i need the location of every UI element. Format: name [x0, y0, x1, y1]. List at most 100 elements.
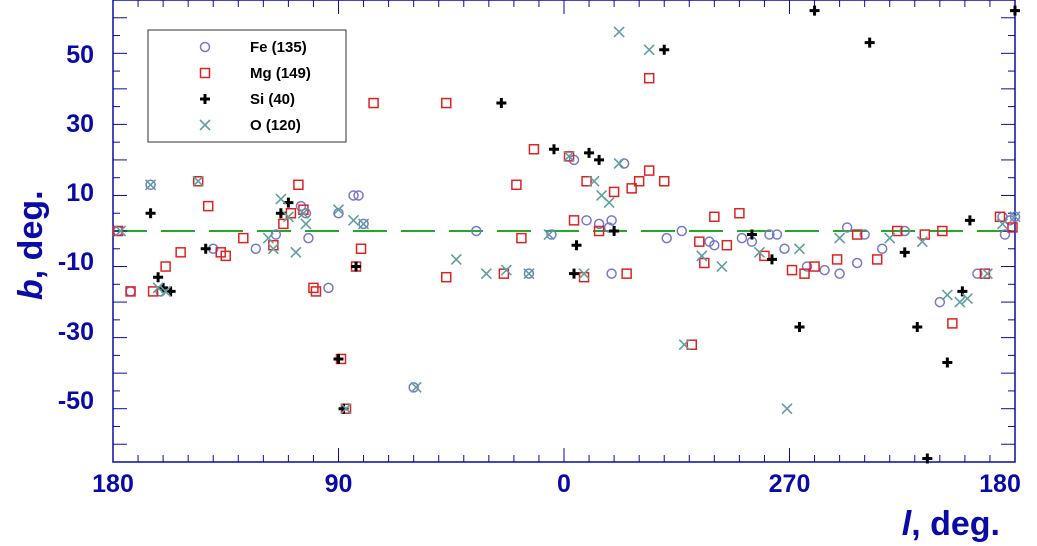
fe-point	[1009, 211, 1021, 223]
fe-point	[300, 207, 312, 219]
o-point	[613, 26, 625, 38]
mg-point	[699, 257, 710, 269]
y-tick-label: -50	[58, 387, 94, 415]
o-point	[563, 150, 575, 162]
y-tick-label: 50	[66, 41, 94, 69]
x-tick-label: 90	[325, 470, 353, 498]
o-point	[152, 282, 164, 294]
x-tick-label: 180	[92, 470, 134, 498]
mg-point	[568, 215, 580, 226]
fe-point	[972, 268, 983, 279]
o-point	[834, 232, 846, 244]
fe-point	[408, 382, 419, 393]
fe-point	[593, 218, 605, 230]
mg-point	[563, 151, 575, 162]
data-markers	[112, 5, 1021, 464]
fe-point	[303, 232, 314, 244]
o-point	[357, 218, 370, 230]
si-point	[351, 261, 362, 272]
mg-point	[516, 232, 527, 244]
o-point	[578, 268, 590, 280]
fe-point	[709, 239, 720, 251]
mg-point	[175, 247, 186, 258]
o-point	[696, 250, 708, 262]
o-point	[450, 253, 462, 265]
si-point	[864, 37, 875, 48]
mg-point	[160, 261, 171, 272]
fe-point	[581, 215, 592, 226]
mg-point	[1007, 222, 1018, 233]
fe-point	[876, 243, 888, 255]
fe-point	[779, 243, 790, 255]
mg-point	[937, 225, 948, 237]
o-point	[523, 268, 535, 280]
mg-point	[498, 268, 510, 279]
o-point	[643, 44, 655, 56]
o-point	[410, 381, 422, 393]
fe-point	[676, 225, 688, 237]
legend-label-fe: Fe (135)	[250, 39, 307, 56]
si-plus-icon	[200, 94, 210, 104]
legend-label-o: O (120)	[250, 117, 301, 134]
mg-point	[285, 207, 297, 219]
mg-point	[147, 286, 159, 297]
si-point	[1010, 5, 1020, 16]
si-point	[571, 240, 582, 251]
si-point	[766, 254, 777, 265]
mg-point	[721, 239, 733, 251]
mg-point	[278, 218, 289, 230]
mg-point	[593, 225, 605, 237]
o-point	[603, 197, 615, 209]
mg-point	[220, 250, 231, 262]
o-point	[781, 403, 793, 415]
si-point	[165, 286, 176, 297]
o-point	[793, 243, 806, 255]
y-tick-label: 30	[66, 110, 94, 138]
fe-point	[358, 218, 369, 230]
si-point	[809, 5, 820, 16]
si-point	[912, 321, 923, 332]
o-cross-icon	[199, 119, 211, 131]
mg-point	[809, 261, 820, 272]
fe-point	[250, 243, 262, 255]
x-axis-unit: , deg.	[911, 505, 1000, 543]
o-point	[267, 243, 279, 255]
mg-point	[202, 200, 214, 212]
mg-point	[891, 225, 903, 237]
o-point	[275, 193, 287, 205]
o-point	[480, 268, 492, 280]
legend-label-mg: Mg (149)	[250, 65, 311, 82]
mg-point	[947, 318, 958, 329]
fe-point	[771, 229, 783, 240]
mg-point	[709, 211, 720, 223]
si-point	[584, 147, 595, 158]
o-point	[347, 214, 360, 226]
mg-point	[851, 229, 863, 240]
o-point	[588, 175, 600, 187]
fe-point	[353, 190, 364, 201]
mg-point	[799, 268, 810, 279]
fe-point	[859, 229, 870, 240]
mg-point	[238, 232, 249, 244]
fe-point	[348, 190, 359, 201]
mg-point	[621, 268, 632, 279]
o-point	[332, 204, 345, 216]
si-point	[957, 286, 968, 297]
o-point	[678, 339, 690, 351]
si-point	[496, 98, 507, 109]
y-axis-title: b, deg.	[12, 190, 50, 300]
si-point	[659, 44, 670, 55]
mg-point	[192, 175, 204, 187]
o-point	[297, 207, 309, 219]
o-point	[981, 268, 994, 280]
si-point	[899, 247, 910, 258]
fe-point	[841, 222, 853, 233]
si-point	[746, 229, 757, 240]
mg-point	[125, 286, 136, 297]
o-point	[290, 246, 302, 258]
si-point	[964, 215, 975, 226]
fe-point	[934, 296, 946, 308]
x-tick-label: 270	[769, 470, 811, 498]
fe-point	[618, 158, 630, 169]
